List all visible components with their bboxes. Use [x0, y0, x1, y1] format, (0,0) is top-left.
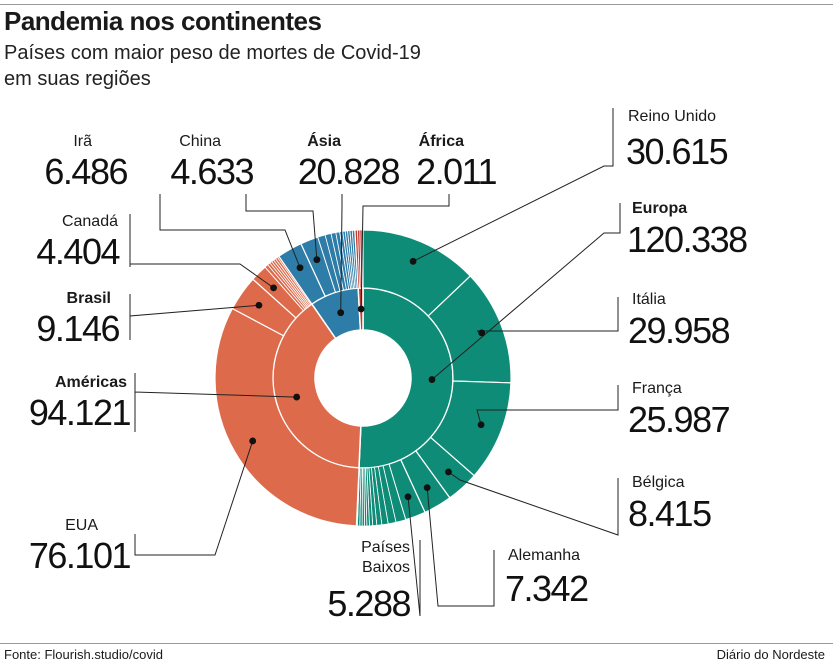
label-value-franca: 25.987: [628, 399, 730, 440]
chart-title: Pandemia nos continentes: [4, 6, 322, 36]
leader-dot-reino-unido: [409, 257, 417, 265]
leader-dot-paises-baixos: [404, 493, 412, 501]
sunburst-chart: Reino Unido 30.615 Europa 120.338 Itália 29.9…: [29, 108, 749, 624]
leader-brasil: [129, 294, 259, 340]
leader-canada: [129, 214, 274, 289]
leader-belgica: [448, 471, 619, 536]
leader-alemanha: [426, 487, 495, 607]
leader-americas: [134, 373, 297, 432]
leader-ira: [159, 194, 301, 268]
ring-outer-eua: [214, 307, 360, 527]
label-value-italia: 29.958: [628, 310, 730, 351]
label-value-belgica: 8.415: [628, 493, 711, 534]
label-name-eua: EUA: [65, 517, 98, 534]
leader-lines: [129, 108, 621, 617]
leader-reino-unido: [412, 108, 614, 262]
label-name-alemanha: Alemanha: [508, 547, 580, 564]
label-value-eua: 76.101: [29, 535, 131, 576]
label-name-americas: Américas: [55, 374, 127, 391]
label-value-ira: 6.486: [44, 151, 127, 192]
leader-dot-alemanha: [423, 484, 431, 491]
leader-paises-baixos: [407, 496, 421, 617]
label-value-china: 4.633: [170, 151, 253, 192]
label-name-asia: Ásia: [307, 131, 341, 150]
leader-china: [245, 194, 318, 260]
label-value-reino-unido: 30.615: [626, 131, 728, 172]
label-value-brasil: 9.146: [36, 308, 119, 349]
leader-dot-belgica: [445, 468, 452, 476]
leader-dot-americas: [293, 393, 301, 401]
leader-dot-africa: [357, 305, 365, 313]
label-value-americas: 94.121: [29, 392, 131, 433]
top-rule: [0, 4, 833, 5]
leader-dot-ira: [296, 264, 304, 272]
label-name-belgica: Bélgica: [632, 474, 685, 491]
label-value-canada: 4.404: [36, 231, 119, 272]
leader-dot-asia: [337, 309, 345, 317]
label-name-paises-baixos: Países Baixos: [361, 539, 410, 576]
label-name-ira: Irã: [73, 133, 92, 150]
leader-franca: [476, 385, 619, 425]
label-name-franca: França: [632, 380, 682, 397]
label-value-asia: 20.828: [298, 151, 400, 192]
sunburst-arcs: [214, 229, 512, 527]
leader-dot-italia: [478, 329, 486, 337]
leader-asia: [340, 194, 343, 313]
leader-dot-franca: [477, 421, 485, 429]
label-name-italia: Itália: [632, 291, 666, 308]
label-name-china: China: [179, 133, 221, 150]
leader-dot-brasil: [255, 301, 263, 309]
label-name-canada: Canadá: [62, 213, 118, 230]
chart-subtitle: Países com maior peso de mortes de Covid…: [4, 42, 421, 90]
leader-eua: [134, 440, 254, 556]
label-name-africa: África: [419, 131, 464, 150]
leader-europa: [431, 203, 621, 380]
publisher-credit: Diário do Nordeste: [716, 647, 825, 662]
label-value-europa: 120.338: [627, 219, 747, 260]
label-name-reino-unido: Reino Unido: [628, 108, 716, 125]
leader-dot-china: [313, 256, 321, 264]
leader-dot-eua: [249, 437, 257, 445]
label-value-alemanha: 7.342: [505, 568, 588, 609]
leader-dot-europa: [428, 376, 436, 383]
source-note: Fonte: Flourish.studio/covid: [4, 647, 163, 662]
label-value-paises-baixos: 5.288: [327, 583, 410, 624]
bottom-rule: [0, 643, 833, 644]
leader-africa: [360, 194, 450, 310]
label-name-europa: Europa: [632, 200, 687, 217]
label-name-brasil: Brasil: [67, 290, 111, 307]
donut-hole: [316, 331, 410, 425]
leader-dot-canada: [270, 284, 277, 292]
chart-labels: Reino Unido 30.615 Europa 120.338 Itália 29.9…: [29, 108, 749, 624]
label-value-africa: 2.011: [416, 151, 496, 192]
